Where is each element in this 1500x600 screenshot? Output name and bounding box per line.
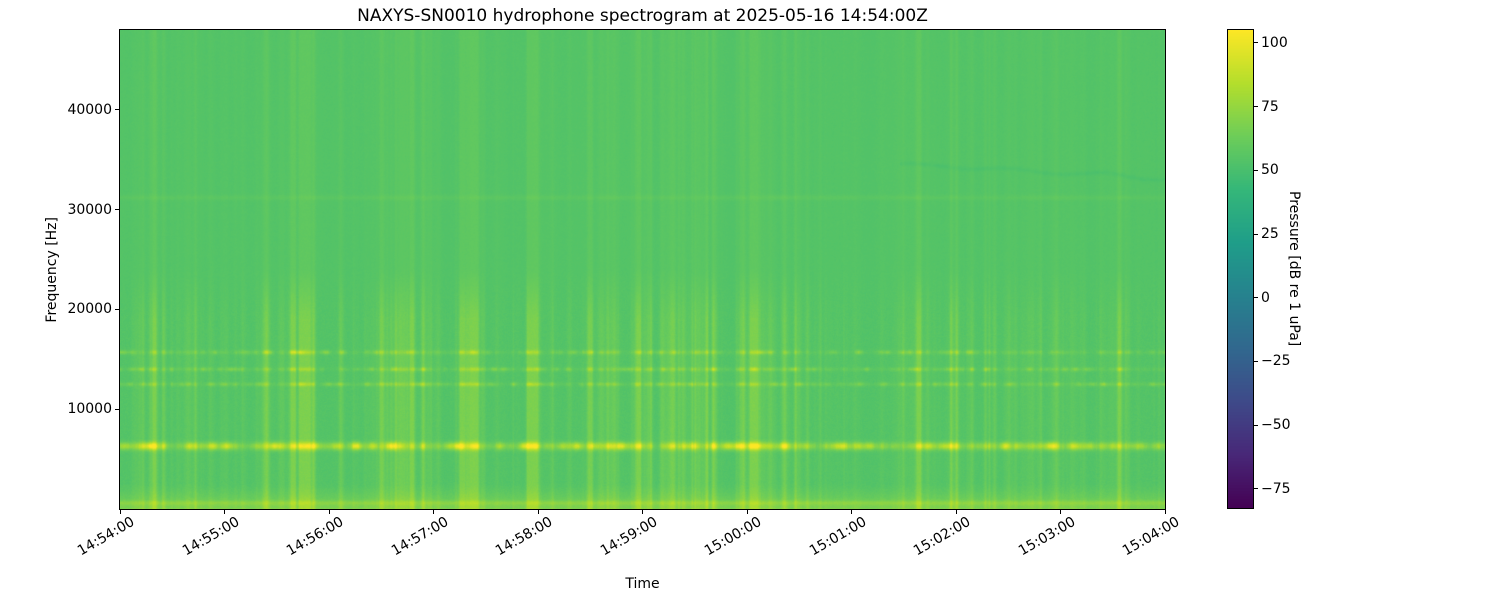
colorbar-tick-label: 0 <box>1261 289 1270 306</box>
y-tick-mark <box>115 109 119 111</box>
x-tick-mark <box>433 510 434 514</box>
colorbar-tick-label: 50 <box>1261 162 1279 179</box>
x-tick-label: 15:01:00 <box>806 513 869 560</box>
colorbar <box>1227 29 1254 509</box>
x-axis-label: Time <box>625 576 660 592</box>
colorbar-tick-label: −75 <box>1261 480 1291 497</box>
x-tick-mark <box>224 510 225 514</box>
colorbar-tick-mark <box>1254 233 1258 235</box>
plot-area <box>119 29 1166 510</box>
x-tick-label: 14:55:00 <box>179 513 242 560</box>
x-tick-label: 14:59:00 <box>597 513 660 560</box>
colorbar-tick-label: 100 <box>1261 34 1288 51</box>
x-tick-label: 15:03:00 <box>1015 513 1078 560</box>
colorbar-tick-mark <box>1254 488 1258 490</box>
x-tick-label: 14:56:00 <box>284 513 347 560</box>
colorbar-canvas <box>1228 30 1253 508</box>
x-tick-mark <box>642 510 643 514</box>
chart-title: NAXYS-SN0010 hydrophone spectrogram at 2… <box>357 6 928 26</box>
spectrogram-canvas <box>120 30 1165 509</box>
y-tick-mark <box>115 308 119 310</box>
x-tick-mark <box>537 510 539 514</box>
x-tick-label: 15:02:00 <box>911 513 974 560</box>
y-tick-label: 20000 <box>67 301 112 318</box>
colorbar-tick-mark <box>1254 106 1258 108</box>
y-tick-label: 10000 <box>67 401 112 418</box>
x-tick-mark <box>746 510 748 514</box>
x-tick-mark <box>955 510 957 514</box>
colorbar-label: Pressure [dB re 1 uPa] <box>1286 191 1302 347</box>
colorbar-tick-label: −25 <box>1261 353 1291 370</box>
x-tick-label: 14:58:00 <box>493 513 556 560</box>
colorbar-tick-mark <box>1254 360 1258 362</box>
y-tick-label: 30000 <box>67 201 112 218</box>
colorbar-tick-mark <box>1254 42 1258 44</box>
x-tick-mark <box>119 510 121 514</box>
x-tick-label: 14:57:00 <box>388 513 451 560</box>
colorbar-tick-mark <box>1254 297 1258 299</box>
x-tick-label: 15:00:00 <box>702 513 765 560</box>
x-tick-mark <box>851 510 852 514</box>
colorbar-tick-label: 75 <box>1261 98 1279 115</box>
x-tick-mark <box>1164 510 1166 514</box>
x-tick-mark <box>328 510 330 514</box>
y-tick-mark <box>115 209 119 211</box>
colorbar-tick-label: −50 <box>1261 417 1291 434</box>
x-tick-label: 15:04:00 <box>1120 513 1183 560</box>
colorbar-tick-mark <box>1254 169 1258 171</box>
y-tick-label: 40000 <box>67 101 112 118</box>
colorbar-tick-mark <box>1254 424 1258 426</box>
x-tick-label: 14:54:00 <box>75 513 138 560</box>
y-tick-mark <box>115 408 119 410</box>
x-tick-mark <box>1060 510 1061 514</box>
colorbar-tick-label: 25 <box>1261 226 1279 243</box>
